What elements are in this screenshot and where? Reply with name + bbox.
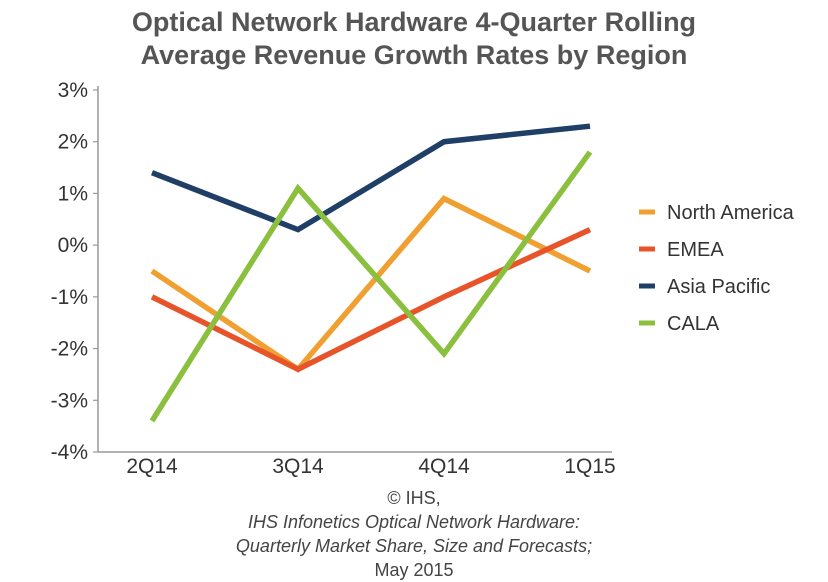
y-tick-label: -3% (51, 389, 88, 412)
y-tick-label: -4% (51, 441, 88, 464)
source-note: © IHS, IHS Infonetics Optical Network Ha… (0, 486, 828, 582)
legend-label-emea: EMEA (667, 239, 724, 261)
legend-label-north-america: North America (667, 202, 795, 224)
series-line-asia-pacific (152, 126, 590, 229)
source-prefix: © IHS, (0, 486, 828, 510)
legend-label-asia-pacific: Asia Pacific (667, 276, 770, 298)
series-line-north-america (152, 199, 590, 370)
line-chart: 3% 2% 1% 0% -1% -2% -3% -4% 2Q14 3Q14 4Q14 1Q15 Nor… (0, 0, 828, 550)
y-tick-label: 2% (58, 131, 88, 154)
axes: 3% 2% 1% 0% -1% -2% -3% -4% 2Q14 3Q14 4Q14 1Q15 (51, 79, 616, 478)
source-title-part-2: Quarterly Market Share, Size and Forecas… (0, 534, 828, 558)
y-tick-label: 0% (58, 234, 88, 257)
y-tick-label: -2% (51, 338, 88, 361)
source-line-1: © IHS, IHS Infonetics Optical Network Ha… (0, 486, 828, 534)
source-title-part-1: IHS Infonetics Optical Network Hardware: (0, 510, 828, 534)
y-tick-label: 3% (58, 79, 88, 102)
y-tick-label: 1% (58, 182, 88, 205)
series-lines (152, 126, 590, 421)
legend: North America EMEA Asia Pacific CALA (639, 202, 795, 335)
x-tick-label: 4Q14 (418, 455, 470, 478)
source-date: May 2015 (0, 558, 828, 582)
x-tick-label: 2Q14 (126, 455, 178, 478)
x-tick-label: 1Q15 (564, 455, 615, 478)
series-line-emea (152, 230, 590, 370)
x-tick-label: 3Q14 (272, 455, 324, 478)
source-line-2: Quarterly Market Share, Size and Forecas… (0, 534, 828, 582)
legend-label-cala: CALA (667, 313, 720, 335)
y-tick-label: -1% (51, 286, 88, 309)
